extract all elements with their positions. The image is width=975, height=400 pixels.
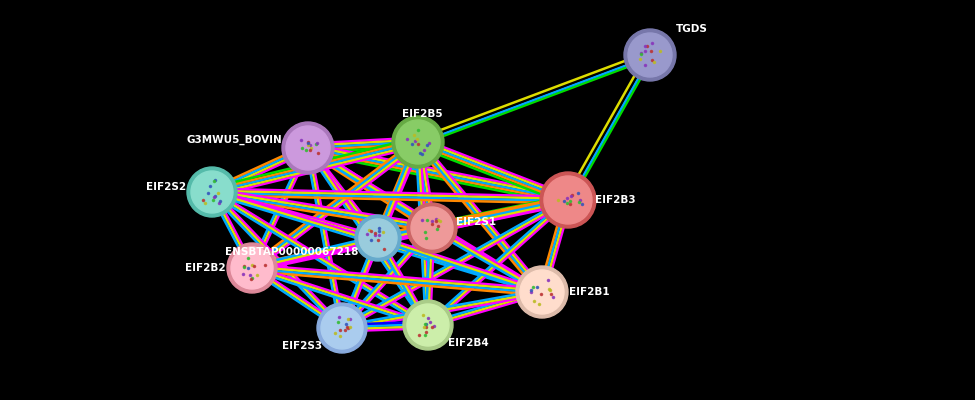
- Text: EIF2B4: EIF2B4: [448, 338, 488, 348]
- Circle shape: [392, 116, 444, 168]
- Text: EIF2B2: EIF2B2: [185, 263, 226, 273]
- Circle shape: [282, 122, 334, 174]
- Circle shape: [520, 270, 564, 314]
- Circle shape: [359, 219, 397, 257]
- Text: TGDS: TGDS: [676, 24, 708, 34]
- Circle shape: [191, 171, 233, 213]
- Circle shape: [407, 304, 449, 346]
- Text: EIF2S3: EIF2S3: [282, 341, 322, 351]
- Text: EIF2B5: EIF2B5: [402, 109, 443, 119]
- Circle shape: [396, 120, 440, 164]
- Circle shape: [628, 33, 672, 77]
- Circle shape: [540, 172, 596, 228]
- Text: EIF2S2: EIF2S2: [146, 182, 186, 192]
- Text: EIF2S1: EIF2S1: [456, 217, 496, 227]
- Circle shape: [317, 303, 367, 353]
- Text: G3MWU5_BOVIN: G3MWU5_BOVIN: [186, 135, 282, 145]
- Circle shape: [231, 247, 273, 289]
- Circle shape: [624, 29, 676, 81]
- Text: EIF2B3: EIF2B3: [595, 195, 636, 205]
- Text: ENSBTAP00000067218: ENSBTAP00000067218: [224, 247, 358, 257]
- Circle shape: [403, 300, 453, 350]
- Circle shape: [227, 243, 277, 293]
- Text: EIF2B1: EIF2B1: [569, 287, 609, 297]
- Circle shape: [355, 215, 401, 261]
- Circle shape: [407, 203, 457, 253]
- Circle shape: [321, 307, 363, 349]
- Circle shape: [516, 266, 568, 318]
- Circle shape: [187, 167, 237, 217]
- Circle shape: [544, 176, 592, 224]
- Circle shape: [286, 126, 330, 170]
- Circle shape: [411, 207, 453, 249]
